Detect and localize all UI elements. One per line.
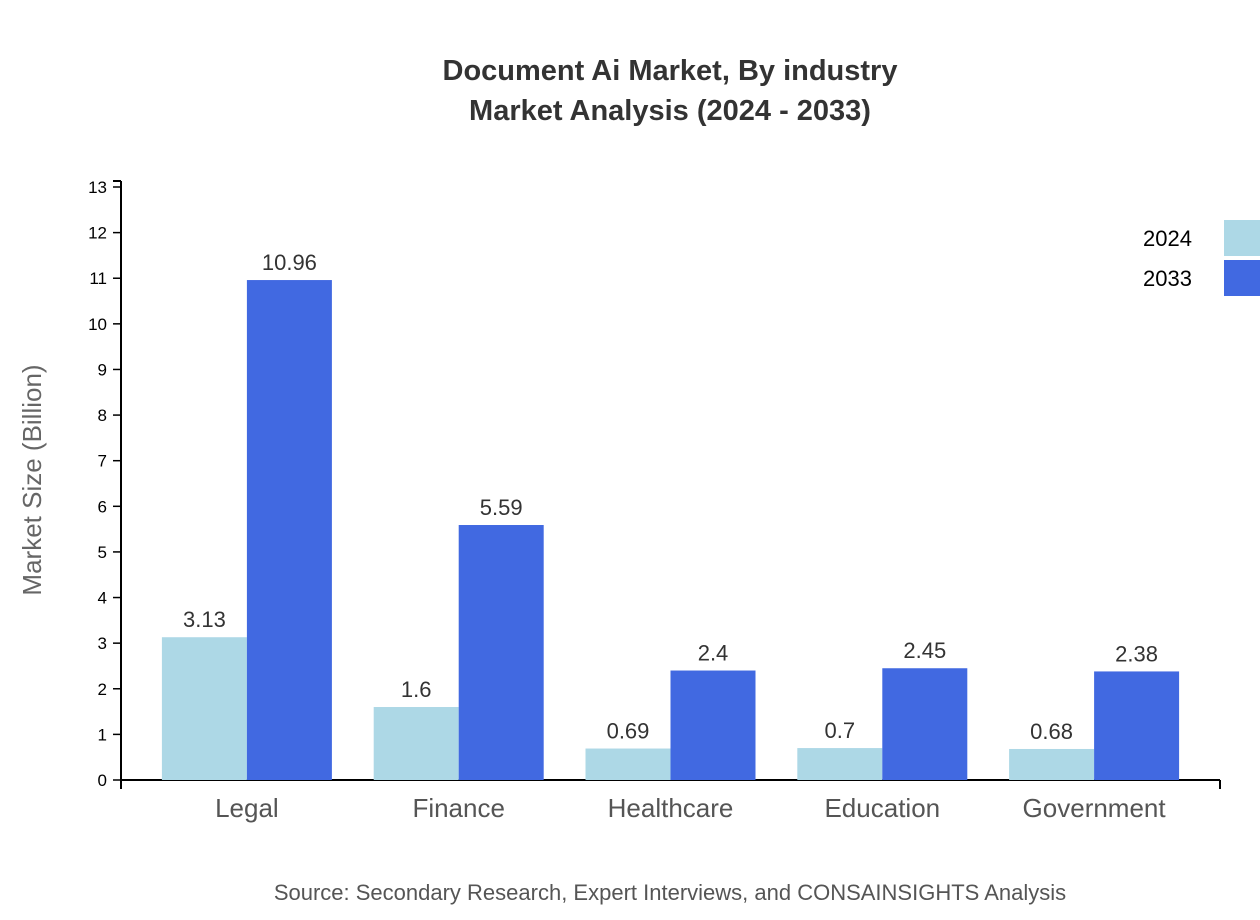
y-tick-label: 6 [98,497,107,516]
data-label: 2.38 [1115,641,1158,666]
bar-2033-government [1094,671,1180,780]
y-tick-label: 3 [98,634,107,653]
x-tick-label: Finance [412,793,505,823]
y-tick-label: 11 [89,269,107,288]
y-tick-label: 5 [98,543,107,562]
x-tick-label: Education [824,793,940,823]
legend-label: 2024 [1143,226,1192,251]
bar-2033-finance [458,525,544,780]
y-tick-label: 7 [98,452,107,471]
bar-2024-legal [161,637,247,780]
x-tick-label: Legal [215,793,279,823]
data-label: 3.13 [183,607,226,632]
x-tick-label: Healthcare [608,793,734,823]
legend-swatch [1224,220,1260,256]
y-tick-label: 1 [98,725,107,744]
bar-2024-government [1009,748,1095,780]
y-tick-label: 13 [88,178,107,197]
data-label: 10.96 [262,250,317,275]
data-label: 0.69 [607,719,650,744]
data-label: 2.4 [698,641,729,666]
data-label: 0.68 [1030,719,1073,744]
data-label: 2.45 [903,638,946,663]
bar-2024-finance [373,707,459,780]
y-axis-label: Market Size (Billion) [17,364,47,595]
source-note: Source: Secondary Research, Expert Inter… [274,880,1066,905]
chart-subtitle: Market Analysis (2024 - 2033) [469,95,871,127]
legend-label: 2033 [1143,266,1192,291]
bar-2033-education [882,668,968,780]
y-tick-label: 0 [98,771,107,790]
y-tick-label: 2 [98,680,107,699]
y-tick-label: 4 [98,589,107,608]
y-tick-label: 9 [98,360,107,379]
y-tick-label: 10 [88,315,107,334]
y-tick-label: 12 [88,224,107,243]
legend-swatch [1224,260,1260,296]
bar-2033-healthcare [670,670,756,780]
bar-2033-legal [246,280,332,780]
data-label: 0.7 [825,718,856,743]
x-tick-label: Government [1023,793,1167,823]
y-tick-label: 8 [98,406,107,425]
data-label: 1.6 [401,677,432,702]
bar-2024-education [797,748,883,780]
chart-title: Document Ai Market, By industry [443,55,898,87]
bar-2024-healthcare [585,748,671,780]
data-label: 5.59 [480,495,523,520]
